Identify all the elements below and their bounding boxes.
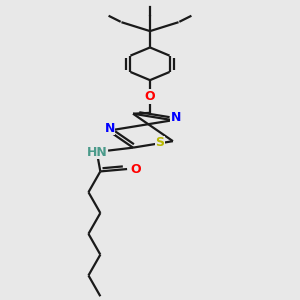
- Text: O: O: [131, 163, 141, 176]
- Text: HN: HN: [87, 146, 108, 159]
- Text: O: O: [145, 90, 155, 103]
- Text: N: N: [104, 122, 115, 135]
- Text: S: S: [155, 136, 164, 149]
- Text: N: N: [171, 111, 181, 124]
